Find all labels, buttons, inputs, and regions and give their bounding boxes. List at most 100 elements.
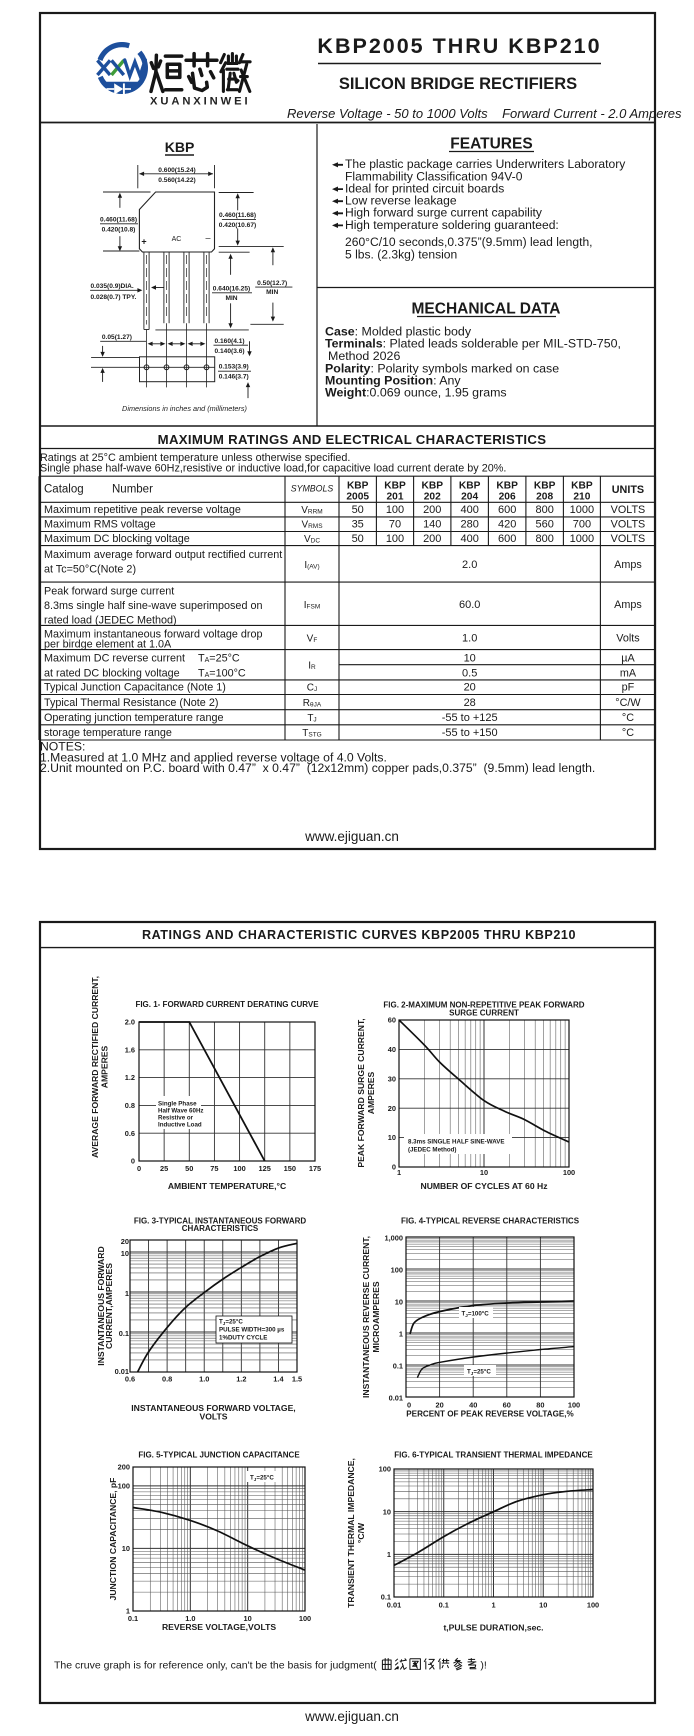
svg-text:TSTG: TSTG bbox=[302, 728, 321, 739]
svg-text:2.0: 2.0 bbox=[125, 1018, 135, 1027]
svg-text:100: 100 bbox=[587, 1601, 599, 1610]
svg-text:70: 70 bbox=[389, 519, 401, 531]
svg-text:MECHANICAL DATA: MECHANICAL DATA bbox=[412, 301, 561, 318]
svg-text:INSTANTANEOUS FORWARD VOLTAGE,: INSTANTANEOUS FORWARD VOLTAGE, bbox=[131, 1403, 295, 1413]
svg-text:Typical Thermal Resistance (No: Typical Thermal Resistance (Note 2) bbox=[44, 697, 218, 709]
svg-text:www.ejiguan.cn: www.ejiguan.cn bbox=[304, 1709, 399, 1724]
svg-text:1000: 1000 bbox=[570, 504, 594, 516]
svg-text:The cruve graph is for referen: The cruve graph is for reference only, c… bbox=[54, 1660, 377, 1672]
svg-text:0.640(16.25): 0.640(16.25) bbox=[213, 286, 250, 293]
svg-text:-55 to +150: -55 to +150 bbox=[442, 727, 498, 739]
svg-text:PEAK FORWARD SURGE CURRENT,: PEAK FORWARD SURGE CURRENT, bbox=[356, 1018, 366, 1167]
svg-text:High forward surge current cap: High forward surge current capability bbox=[345, 206, 543, 220]
svg-text:201: 201 bbox=[387, 492, 404, 503]
svg-text:150: 150 bbox=[284, 1164, 296, 1173]
svg-text:0.5: 0.5 bbox=[462, 668, 477, 680]
svg-text:Maximum average forward output: Maximum average forward output rectified… bbox=[44, 549, 282, 561]
svg-text:10: 10 bbox=[383, 1507, 391, 1516]
svg-text:PULSE WIDTH=300 µs: PULSE WIDTH=300 µs bbox=[219, 1327, 285, 1334]
svg-text:25: 25 bbox=[160, 1164, 168, 1173]
svg-text:1.2: 1.2 bbox=[125, 1073, 135, 1082]
svg-text:100: 100 bbox=[386, 504, 404, 516]
svg-text:20: 20 bbox=[464, 682, 476, 694]
svg-text:20: 20 bbox=[388, 1104, 396, 1113]
svg-text:50: 50 bbox=[352, 533, 364, 545]
svg-text:High temperature soldering gua: High temperature soldering guaranteed: bbox=[345, 218, 559, 232]
svg-text:100: 100 bbox=[563, 1168, 575, 1177]
svg-text:8.3ms SINGLE HALF SINE-WAVE: 8.3ms SINGLE HALF SINE-WAVE bbox=[408, 1139, 505, 1146]
svg-text:10: 10 bbox=[480, 1168, 488, 1177]
svg-text:10: 10 bbox=[244, 1614, 252, 1623]
svg-text:AMPERES: AMPERES bbox=[100, 1045, 110, 1088]
svg-text:XUANXINWEI: XUANXINWEI bbox=[150, 96, 250, 108]
svg-text:CJ: CJ bbox=[307, 683, 317, 694]
svg-text:Single phase half-wave 60Hz,re: Single phase half-wave 60Hz,resistive or… bbox=[40, 463, 506, 475]
svg-text:SYMBOLS: SYMBOLS bbox=[291, 484, 334, 494]
svg-text:Terminals: Plated leads solder: Terminals: Plated leads solderable per M… bbox=[325, 337, 621, 351]
svg-text:INSTANTANEOUS REVERSE CURRENT,: INSTANTANEOUS REVERSE CURRENT, bbox=[361, 1236, 371, 1398]
svg-text:100: 100 bbox=[391, 1266, 403, 1275]
svg-text:0.6: 0.6 bbox=[125, 1129, 135, 1138]
svg-text:mA: mA bbox=[620, 668, 637, 680]
svg-text:175: 175 bbox=[309, 1164, 321, 1173]
svg-text:100: 100 bbox=[568, 1401, 580, 1410]
svg-text:Mounting Position: Any: Mounting Position: Any bbox=[325, 373, 461, 387]
svg-text:°C: °C bbox=[622, 712, 634, 724]
svg-text:The plastic package carries Un: The plastic package carries Underwriters… bbox=[345, 157, 626, 171]
svg-text:1000: 1000 bbox=[570, 533, 594, 545]
svg-text:FIG. 5-TYPICAL JUNCTION CAPACI: FIG. 5-TYPICAL JUNCTION CAPACITANCE bbox=[138, 1451, 300, 1460]
svg-text:0.160(4.1): 0.160(4.1) bbox=[215, 338, 245, 345]
svg-text:400: 400 bbox=[460, 533, 478, 545]
svg-text:)!: )! bbox=[480, 1660, 486, 1672]
svg-text:Ideal for printed circuit boar: Ideal for printed circuit boards bbox=[345, 182, 504, 196]
svg-text:CURRENT,AMPERES: CURRENT,AMPERES bbox=[104, 1263, 114, 1349]
svg-text:t,PULSE DURATION,sec.: t,PULSE DURATION,sec. bbox=[443, 1623, 543, 1633]
svg-text:125: 125 bbox=[259, 1164, 271, 1173]
svg-text:VRMS: VRMS bbox=[301, 520, 323, 531]
svg-text:10: 10 bbox=[395, 1298, 403, 1307]
svg-text:INSTANTANEOUS FORWARD: INSTANTANEOUS FORWARD bbox=[96, 1246, 106, 1365]
svg-text:RθJA: RθJA bbox=[303, 698, 322, 709]
svg-text:Maximum repetitive peak revers: Maximum repetitive peak reverse voltage bbox=[44, 504, 241, 516]
svg-text:1.0: 1.0 bbox=[185, 1614, 195, 1623]
svg-text:0.1: 0.1 bbox=[381, 1593, 391, 1602]
svg-text:VOLTS: VOLTS bbox=[199, 1412, 227, 1422]
svg-text:+: + bbox=[141, 237, 146, 247]
svg-text:JUNCTION CAPACITANCE, pF: JUNCTION CAPACITANCE, pF bbox=[108, 1478, 118, 1601]
svg-text:TA=100°C: TA=100°C bbox=[198, 667, 246, 679]
svg-text:at rated DC blocking voltage: at rated DC blocking voltage bbox=[44, 667, 180, 679]
svg-text:KBP: KBP bbox=[534, 481, 556, 492]
svg-text:TJ=25°C: TJ=25°C bbox=[219, 1319, 243, 1326]
svg-text:0.8: 0.8 bbox=[162, 1375, 172, 1384]
svg-text:100: 100 bbox=[118, 1481, 130, 1490]
svg-text:0.420(10.8): 0.420(10.8) bbox=[102, 227, 136, 234]
svg-text:20: 20 bbox=[435, 1401, 443, 1410]
svg-text:Polarity: Polarity symbols mar: Polarity: Polarity symbols marked on cas… bbox=[325, 361, 559, 375]
svg-text:1: 1 bbox=[399, 1330, 403, 1339]
svg-text:KBP: KBP bbox=[347, 481, 369, 492]
svg-text:Number: Number bbox=[112, 484, 153, 496]
svg-text:204: 204 bbox=[461, 492, 478, 503]
svg-text:0: 0 bbox=[392, 1163, 396, 1172]
svg-text:Catalog: Catalog bbox=[44, 484, 84, 496]
svg-text:VF: VF bbox=[307, 634, 318, 645]
svg-text:0.028(0.7) TPY.: 0.028(0.7) TPY. bbox=[91, 294, 137, 301]
svg-text:0.153(3.9): 0.153(3.9) bbox=[219, 364, 249, 371]
svg-text:VDC: VDC bbox=[304, 534, 320, 545]
svg-text:1.2: 1.2 bbox=[236, 1375, 246, 1384]
svg-text:MIN: MIN bbox=[225, 295, 237, 302]
svg-text:SURGE CURRENT: SURGE CURRENT bbox=[449, 1009, 519, 1018]
svg-text:700: 700 bbox=[573, 519, 591, 531]
svg-text:1.5: 1.5 bbox=[292, 1375, 302, 1384]
svg-text:0.146(3.7): 0.146(3.7) bbox=[219, 374, 249, 381]
svg-text:10: 10 bbox=[539, 1601, 547, 1610]
svg-text:600: 600 bbox=[498, 533, 516, 545]
svg-text:SILICON BRIDGE RECTIFIERS: SILICON BRIDGE RECTIFIERS bbox=[339, 75, 577, 93]
svg-text:2.0: 2.0 bbox=[462, 559, 477, 571]
svg-text:(JEDEC Method): (JEDEC Method) bbox=[408, 1147, 456, 1154]
svg-text:Volts: Volts bbox=[616, 633, 640, 645]
svg-text:1.0: 1.0 bbox=[462, 633, 477, 645]
svg-text:VRRM: VRRM bbox=[301, 505, 322, 516]
svg-text:50: 50 bbox=[185, 1164, 193, 1173]
svg-text:Maximum instantaneous forward: Maximum instantaneous forward voltage dr… bbox=[44, 628, 262, 640]
